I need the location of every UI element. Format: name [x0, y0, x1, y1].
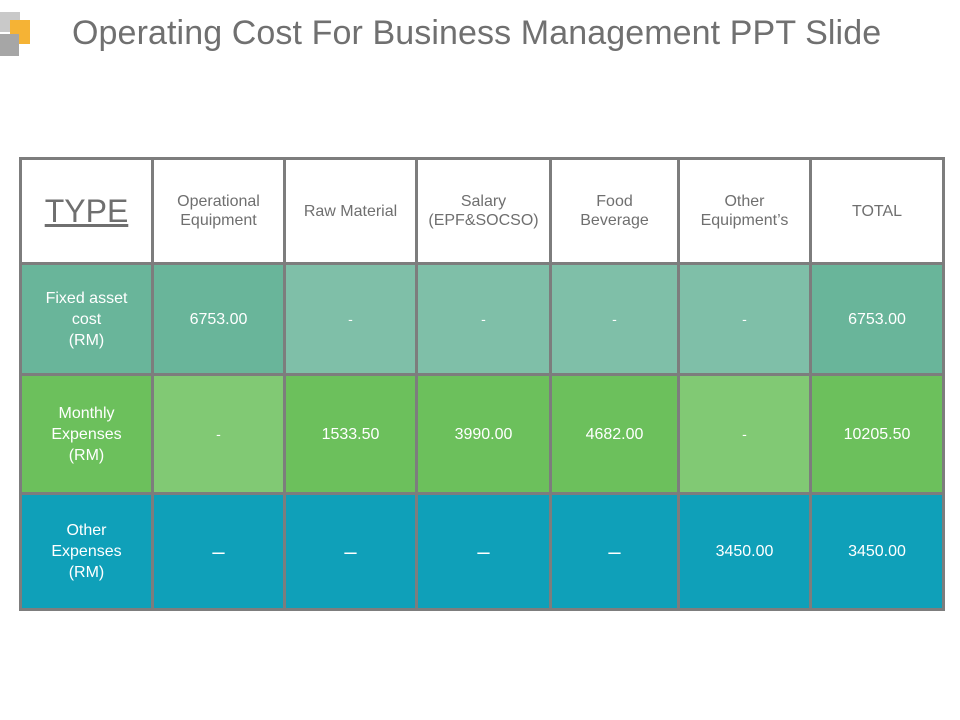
row-label-line: (RM) — [68, 564, 105, 581]
deco-square-dark — [0, 34, 19, 56]
header-line: Raw Material — [303, 202, 398, 220]
table-cell: - — [151, 373, 286, 495]
row-label-other-expenses: Other Expenses (RM) — [19, 492, 154, 611]
column-header-total: TOTAL — [809, 157, 945, 265]
row-label-line: Expenses — [51, 425, 122, 443]
table-cell: 4682.00 — [549, 373, 680, 495]
table-cell: – — [283, 492, 418, 611]
table-cell: - — [677, 262, 812, 376]
row-label-line: Other — [66, 522, 107, 539]
row-label-line: cost — [71, 310, 102, 328]
header-line: Equipment — [180, 212, 257, 229]
table-cell: - — [283, 262, 418, 376]
column-header-salary: Salary (EPF&SOCSO) — [415, 157, 552, 265]
table-row-fixed-asset: Fixed asset cost (RM) 6753.00 - - - - 67… — [19, 262, 945, 376]
header-line: Other — [724, 193, 765, 210]
table-cell: - — [677, 373, 812, 495]
table-cell: – — [151, 492, 286, 611]
column-header-other-equipment: Other Equipment’s — [677, 157, 812, 265]
header-line: Equipment’s — [700, 212, 789, 229]
row-label-fixed-asset: Fixed asset cost (RM) — [19, 262, 154, 376]
table-cell: 1533.50 — [283, 373, 418, 495]
type-header: TYPE — [19, 157, 154, 265]
table-cell: - — [415, 262, 552, 376]
header-line: Beverage — [580, 212, 649, 229]
header-line: Operational — [177, 193, 260, 210]
column-header-food-beverage: Food Beverage — [549, 157, 680, 265]
table-header-row: TYPE Operational Equipment Raw Material … — [19, 157, 945, 265]
slide-title: Operating Cost For Business Management P… — [72, 14, 882, 52]
table-row-monthly-expenses: Monthly Expenses (RM) - 1533.50 3990.00 … — [19, 373, 945, 495]
table-cell: 3450.00 — [677, 492, 812, 611]
corner-decoration — [0, 0, 40, 60]
row-label-line: Monthly — [58, 404, 115, 422]
operating-cost-table: TYPE Operational Equipment Raw Material … — [19, 157, 945, 611]
column-header-raw-material: Raw Material — [283, 157, 418, 265]
row-label-line: (RM) — [68, 446, 105, 464]
table-cell: - — [549, 262, 680, 376]
row-label-line: (RM) — [68, 331, 105, 349]
row-label-monthly-expenses: Monthly Expenses (RM) — [19, 373, 154, 495]
header-line: TOTAL — [851, 202, 903, 220]
table-cell-total: 3450.00 — [809, 492, 945, 611]
column-header-operational-equipment: Operational Equipment — [151, 157, 286, 265]
table-row-other-expenses: Other Expenses (RM) – – – – 3450.00 3450… — [19, 492, 945, 611]
header-line: Salary — [460, 193, 507, 210]
row-label-line: Expenses — [51, 543, 122, 560]
table-cell-total: 6753.00 — [809, 262, 945, 376]
table-cell-total: 10205.50 — [809, 373, 945, 495]
header-line: Food — [596, 193, 633, 210]
table-cell: 6753.00 — [151, 262, 286, 376]
table-cell: 3990.00 — [415, 373, 552, 495]
row-label-line: Fixed asset — [45, 289, 128, 307]
table-cell: – — [415, 492, 552, 611]
header-line: (EPF&SOCSO) — [428, 212, 539, 229]
table-cell: – — [549, 492, 680, 611]
